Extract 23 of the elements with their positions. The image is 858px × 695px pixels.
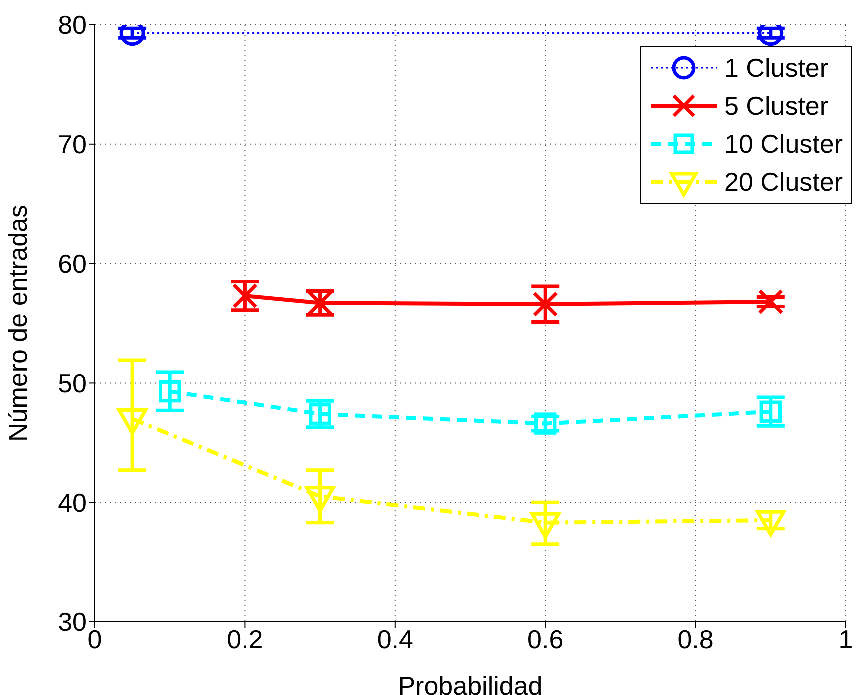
point — [309, 403, 332, 426]
x-axis-title: Probabilidad — [398, 671, 543, 695]
y-tick-label: 30 — [58, 607, 87, 638]
x-tick-label: 0.2 — [227, 624, 264, 654]
x-tick-label: 1 — [838, 624, 854, 654]
legend-label: 5 Cluster — [724, 90, 829, 122]
point — [159, 380, 182, 403]
y-axis-title: Número de entradas — [3, 204, 34, 442]
y-tick-label: 60 — [58, 249, 87, 280]
y-tick-label: 70 — [58, 130, 87, 160]
y-tick-label: 50 — [58, 368, 87, 398]
point — [532, 292, 558, 318]
y-tick-label: 80 — [58, 10, 87, 40]
point — [760, 400, 782, 423]
x-tick-label: 0.8 — [678, 624, 714, 654]
point — [758, 289, 784, 315]
y-tick-label: 40 — [58, 488, 87, 518]
legend-label: 1 Cluster — [724, 52, 829, 84]
legend-label: 20 Cluster — [724, 166, 843, 198]
x-tick-label: 0 — [88, 624, 102, 654]
x-tick-label: 0.6 — [528, 624, 564, 654]
x-tick-label: 0.4 — [377, 624, 414, 654]
legend-label: 10 Cluster — [724, 128, 843, 160]
